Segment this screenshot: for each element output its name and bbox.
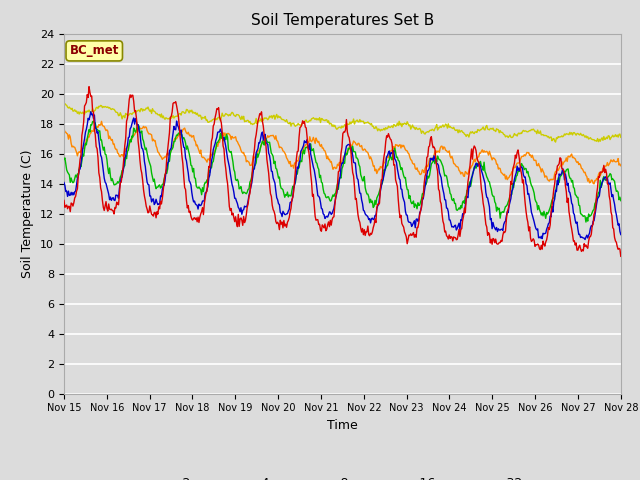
X-axis label: Time: Time [327,419,358,432]
Title: Soil Temperatures Set B: Soil Temperatures Set B [251,13,434,28]
Text: BC_met: BC_met [70,44,119,58]
Legend: -2cm, -4cm, -8cm, -16cm, -32cm: -2cm, -4cm, -8cm, -16cm, -32cm [138,472,547,480]
Y-axis label: Soil Temperature (C): Soil Temperature (C) [22,149,35,278]
